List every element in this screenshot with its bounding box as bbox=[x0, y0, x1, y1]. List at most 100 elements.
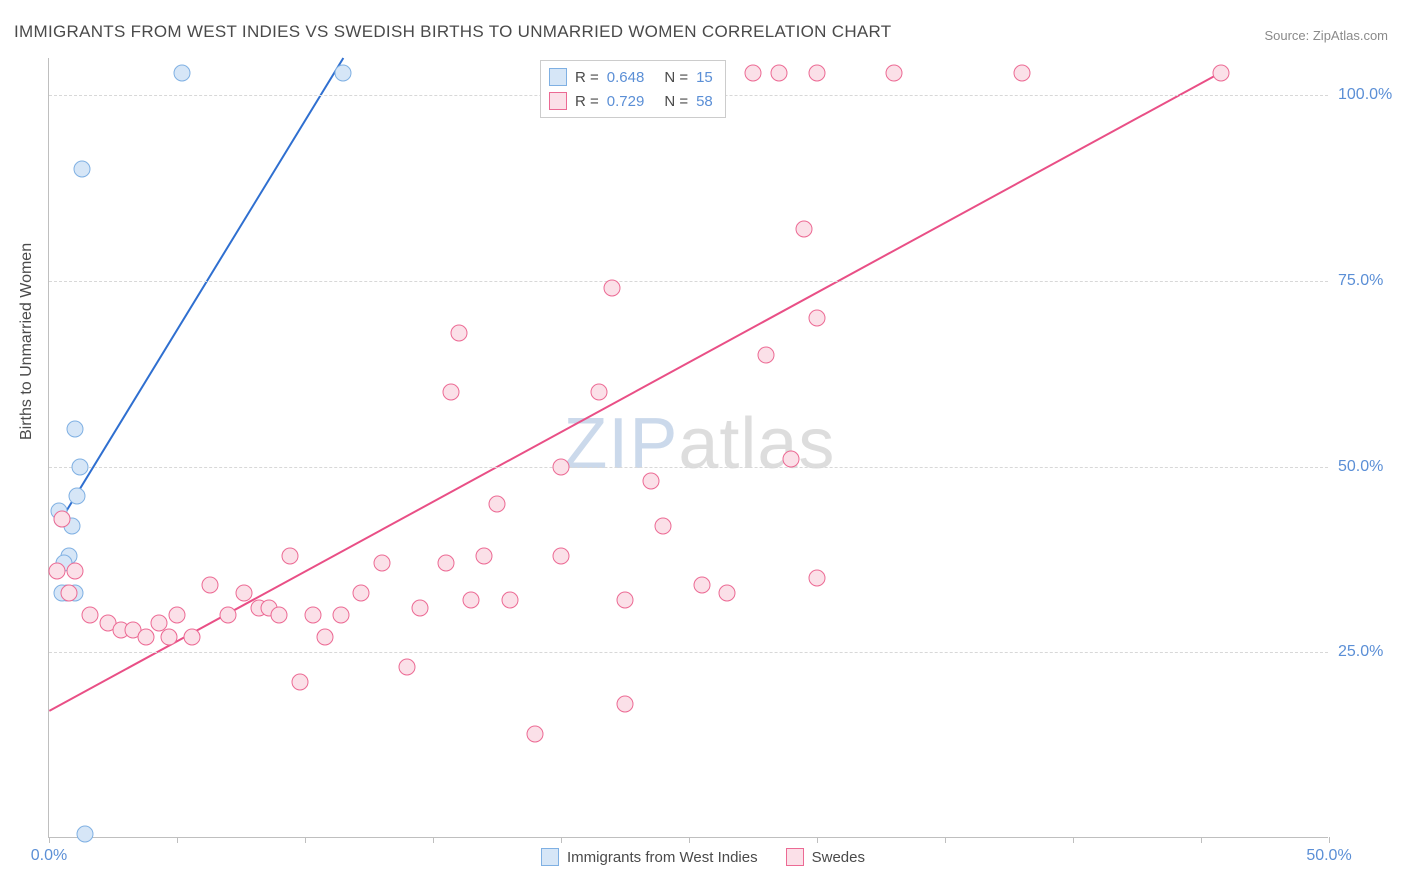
data-point-swedes bbox=[757, 347, 774, 364]
data-point-swedes bbox=[719, 584, 736, 601]
data-point-swedes bbox=[353, 584, 370, 601]
data-point-west_indies bbox=[76, 826, 93, 843]
data-point-swedes bbox=[291, 674, 308, 691]
x-tick bbox=[49, 837, 50, 843]
data-point-swedes bbox=[796, 220, 813, 237]
data-point-swedes bbox=[527, 726, 544, 743]
data-point-swedes bbox=[48, 562, 65, 579]
y-tick-label: 50.0% bbox=[1338, 458, 1398, 476]
data-point-swedes bbox=[169, 607, 186, 624]
legend-label-west_indies: Immigrants from West Indies bbox=[567, 849, 758, 866]
data-point-swedes bbox=[617, 696, 634, 713]
x-tick bbox=[561, 837, 562, 843]
plot-area: ZIPatlas 25.0%50.0%75.0%100.0%0.0%50.0% bbox=[48, 58, 1328, 838]
data-point-swedes bbox=[553, 458, 570, 475]
x-tick bbox=[177, 837, 178, 843]
data-point-swedes bbox=[809, 64, 826, 81]
x-tick bbox=[1201, 837, 1202, 843]
data-point-swedes bbox=[235, 584, 252, 601]
data-point-swedes bbox=[317, 629, 334, 646]
x-tick bbox=[945, 837, 946, 843]
data-point-swedes bbox=[809, 570, 826, 587]
data-point-swedes bbox=[332, 607, 349, 624]
r-value-west_indies: 0.648 bbox=[607, 69, 645, 86]
data-point-swedes bbox=[399, 659, 416, 676]
data-point-swedes bbox=[202, 577, 219, 594]
stats-row-swedes: R = 0.729 N = 58 bbox=[549, 89, 713, 113]
r-label: R = bbox=[575, 69, 599, 86]
watermark: ZIPatlas bbox=[563, 402, 835, 484]
data-point-swedes bbox=[1213, 64, 1230, 81]
watermark-atlas: atlas bbox=[678, 403, 835, 483]
data-point-swedes bbox=[693, 577, 710, 594]
data-point-swedes bbox=[138, 629, 155, 646]
data-point-swedes bbox=[412, 599, 429, 616]
data-point-swedes bbox=[642, 473, 659, 490]
data-point-swedes bbox=[809, 310, 826, 327]
data-point-swedes bbox=[437, 555, 454, 572]
chart-container: IMMIGRANTS FROM WEST INDIES VS SWEDISH B… bbox=[0, 0, 1406, 892]
r-label: R = bbox=[575, 93, 599, 110]
y-axis-label: Births to Unmarried Women bbox=[18, 243, 36, 440]
data-point-swedes bbox=[1013, 64, 1030, 81]
swatch-west_indies bbox=[541, 848, 559, 866]
source-label: Source: ZipAtlas.com bbox=[1264, 28, 1388, 43]
swatch-west_indies bbox=[549, 68, 567, 86]
data-point-swedes bbox=[770, 64, 787, 81]
legend-item-swedes: Swedes bbox=[786, 848, 865, 866]
gridline bbox=[49, 467, 1328, 468]
data-point-swedes bbox=[553, 547, 570, 564]
x-tick bbox=[817, 837, 818, 843]
stats-legend: R = 0.648 N = 15 R = 0.729 N = 58 bbox=[540, 60, 726, 118]
data-point-swedes bbox=[161, 629, 178, 646]
data-point-swedes bbox=[450, 324, 467, 341]
data-point-swedes bbox=[463, 592, 480, 609]
data-point-swedes bbox=[66, 562, 83, 579]
data-point-swedes bbox=[373, 555, 390, 572]
data-point-swedes bbox=[81, 607, 98, 624]
swatch-swedes bbox=[786, 848, 804, 866]
gridline bbox=[49, 652, 1328, 653]
data-point-swedes bbox=[604, 280, 621, 297]
n-value-swedes: 58 bbox=[696, 93, 713, 110]
y-tick-label: 25.0% bbox=[1338, 643, 1398, 661]
trend-lines-layer bbox=[49, 58, 1328, 837]
y-tick-label: 100.0% bbox=[1338, 86, 1398, 104]
legend-item-west_indies: Immigrants from West Indies bbox=[541, 848, 758, 866]
data-point-swedes bbox=[442, 384, 459, 401]
data-point-swedes bbox=[220, 607, 237, 624]
data-point-swedes bbox=[151, 614, 168, 631]
data-point-west_indies bbox=[71, 458, 88, 475]
data-point-swedes bbox=[304, 607, 321, 624]
n-value-west_indies: 15 bbox=[696, 69, 713, 86]
stats-row-west_indies: R = 0.648 N = 15 bbox=[549, 65, 713, 89]
series-legend: Immigrants from West Indies Swedes bbox=[0, 848, 1406, 870]
swatch-swedes bbox=[549, 92, 567, 110]
data-point-swedes bbox=[885, 64, 902, 81]
x-tick bbox=[305, 837, 306, 843]
data-point-swedes bbox=[783, 451, 800, 468]
data-point-swedes bbox=[745, 64, 762, 81]
x-tick bbox=[689, 837, 690, 843]
x-tick bbox=[1329, 837, 1330, 843]
data-point-west_indies bbox=[69, 488, 86, 505]
data-point-swedes bbox=[591, 384, 608, 401]
trend-line-west_indies bbox=[62, 58, 343, 518]
data-point-west_indies bbox=[335, 64, 352, 81]
r-value-swedes: 0.729 bbox=[607, 93, 645, 110]
n-label: N = bbox=[664, 93, 688, 110]
gridline bbox=[49, 281, 1328, 282]
data-point-west_indies bbox=[174, 64, 191, 81]
data-point-swedes bbox=[617, 592, 634, 609]
data-point-swedes bbox=[655, 518, 672, 535]
data-point-swedes bbox=[61, 584, 78, 601]
data-point-swedes bbox=[501, 592, 518, 609]
n-label: N = bbox=[664, 69, 688, 86]
x-tick bbox=[433, 837, 434, 843]
data-point-swedes bbox=[53, 510, 70, 527]
legend-label-swedes: Swedes bbox=[812, 849, 865, 866]
data-point-swedes bbox=[476, 547, 493, 564]
data-point-swedes bbox=[271, 607, 288, 624]
data-point-swedes bbox=[489, 495, 506, 512]
data-point-swedes bbox=[281, 547, 298, 564]
